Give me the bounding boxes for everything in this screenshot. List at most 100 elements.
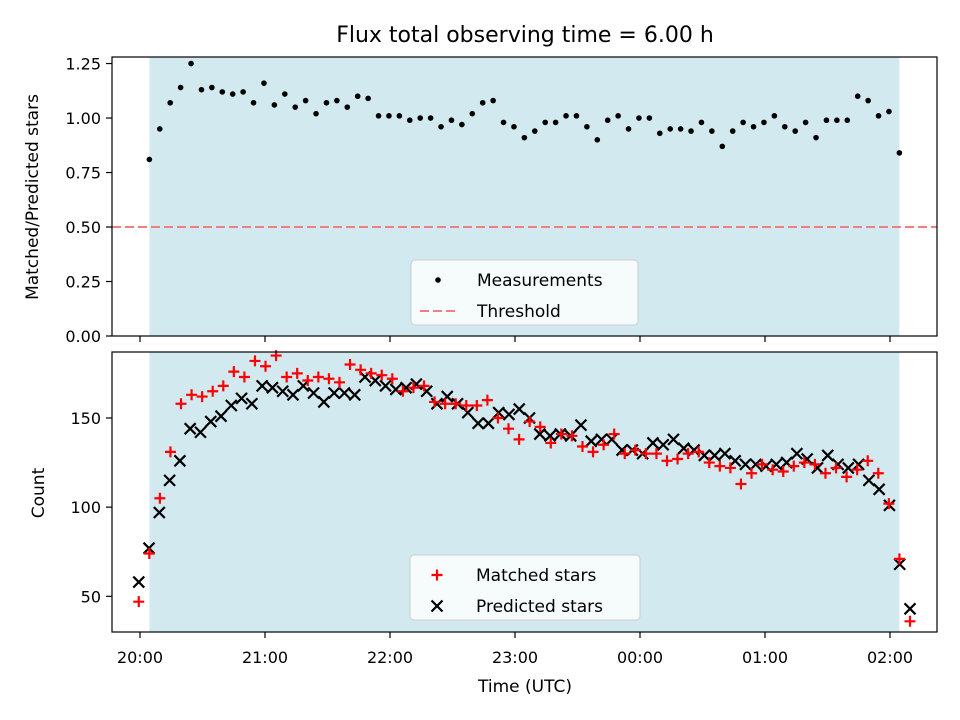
predicted-stars-point xyxy=(471,417,485,430)
predicted-stars-point xyxy=(739,458,752,471)
matched-stars-point xyxy=(608,428,620,440)
measurement-point xyxy=(396,113,403,119)
measurement-point xyxy=(209,84,215,91)
x-tick-label: 21:00 xyxy=(242,648,288,667)
measurement-point xyxy=(719,143,726,150)
matched-stars-point xyxy=(503,423,515,435)
matched-stars-series xyxy=(133,350,916,627)
matched-stars-point xyxy=(281,371,293,383)
measurement-point xyxy=(271,102,278,108)
legend-marker-matched xyxy=(431,569,443,581)
matched-stars-point xyxy=(841,471,853,483)
x-tick-label: 20:00 xyxy=(117,648,163,667)
x-tick-label: 02:00 xyxy=(867,648,913,667)
matched-stars-point xyxy=(386,373,398,385)
predicted-stars-point xyxy=(214,409,228,423)
measurement-point xyxy=(886,108,892,115)
matched-stars-point xyxy=(545,437,557,449)
chart-title: Flux total observing time = 6.00 h xyxy=(336,23,714,48)
matched-stars-point xyxy=(777,465,789,477)
measurement-point xyxy=(313,110,319,117)
predicted-stars-point xyxy=(307,386,320,400)
matched-stars-point xyxy=(672,453,684,465)
matched-stars-point xyxy=(460,400,472,412)
predicted-stars-point xyxy=(903,602,917,616)
measurement-point xyxy=(531,128,538,134)
measurement-point xyxy=(636,115,642,121)
predicted-stars-point xyxy=(646,436,660,450)
predicted-stars-point xyxy=(286,388,300,402)
matched-stars-point xyxy=(217,380,229,392)
measurement-point xyxy=(656,130,663,137)
matched-stars-point xyxy=(418,380,430,392)
measurement-point xyxy=(250,99,257,106)
predicted-stars-point xyxy=(430,397,444,410)
measurement-point xyxy=(323,99,330,106)
y-tick-label-bottom: 50 xyxy=(81,587,101,606)
matched-stars-point xyxy=(186,389,198,401)
measurement-point xyxy=(563,113,569,119)
measurement-point xyxy=(625,126,632,132)
measurement-point xyxy=(740,119,746,126)
measurement-point xyxy=(834,117,840,124)
measurement-point xyxy=(281,91,288,97)
x-axis-label: Time (UTC) xyxy=(477,677,572,697)
matched-stars-point xyxy=(619,448,631,460)
matched-stars-point xyxy=(598,439,610,451)
predicted-stars-point xyxy=(708,449,721,462)
legend-label: Threshold xyxy=(476,302,561,322)
matched-stars-point xyxy=(429,396,441,408)
predicted-stars-point xyxy=(821,449,835,462)
matched-stars-point xyxy=(376,369,388,381)
measurement-point xyxy=(896,150,903,156)
measurement-point xyxy=(261,80,267,86)
y-tick-label-top: 0.50 xyxy=(65,218,101,237)
predicted-stars-point xyxy=(338,386,351,400)
top-axes-frame xyxy=(111,56,938,337)
matched-stars-point xyxy=(323,373,335,385)
measurement-point xyxy=(188,60,194,67)
matched-stars-point xyxy=(640,448,652,460)
measurement-point xyxy=(615,113,621,119)
matched-stars-point xyxy=(576,441,588,453)
matched-stars-point xyxy=(344,358,356,370)
predicted-stars-point xyxy=(862,474,876,487)
legend-bottom: Matched stars Predicted stars xyxy=(409,554,641,621)
measurement-point xyxy=(709,128,715,134)
measurement-point xyxy=(198,86,205,93)
predicted-stars-point xyxy=(194,425,207,439)
legend-top: Measurements Threshold xyxy=(410,259,639,326)
predicted-stars-point xyxy=(790,447,804,460)
plot-layer: 0.00 0.25 0.50 0.75 1.00 1.25 50 100 150 20:00 21:… xyxy=(65,55,938,667)
matched-stars-point xyxy=(143,548,155,560)
matched-stars-point xyxy=(830,462,842,474)
measurement-point xyxy=(302,97,309,104)
y-axis-label-count: Count xyxy=(29,467,49,518)
legend-label: Measurements xyxy=(477,271,603,291)
matched-stars-point xyxy=(819,467,831,479)
matched-stars-point xyxy=(587,446,599,458)
measurement-point xyxy=(844,117,851,124)
predicted-stars-point xyxy=(543,429,557,443)
measurement-point xyxy=(854,93,861,100)
legend-label: Predicted stars xyxy=(476,597,603,617)
predicted-stars-point xyxy=(440,390,454,403)
measurement-point xyxy=(771,113,778,119)
matched-stars-point xyxy=(756,458,768,470)
predicted-stars-point xyxy=(183,422,197,435)
predicted-stars-point xyxy=(173,454,187,468)
predicted-stars-point xyxy=(595,433,608,446)
predicted-stars-point xyxy=(482,417,495,430)
matched-stars-point xyxy=(175,398,187,410)
predicted-stars-point xyxy=(728,454,742,468)
measurement-point xyxy=(469,110,476,117)
predicted-stars-point xyxy=(317,395,331,409)
matched-stars-point xyxy=(133,596,145,608)
measurement-point xyxy=(365,95,371,102)
measurement-point xyxy=(646,115,653,121)
matched-stars-point xyxy=(798,457,810,469)
measurement-point xyxy=(667,126,674,132)
matched-stars-point xyxy=(260,360,272,372)
measurement-point xyxy=(459,121,465,128)
legend-marker-measurements xyxy=(435,277,441,283)
